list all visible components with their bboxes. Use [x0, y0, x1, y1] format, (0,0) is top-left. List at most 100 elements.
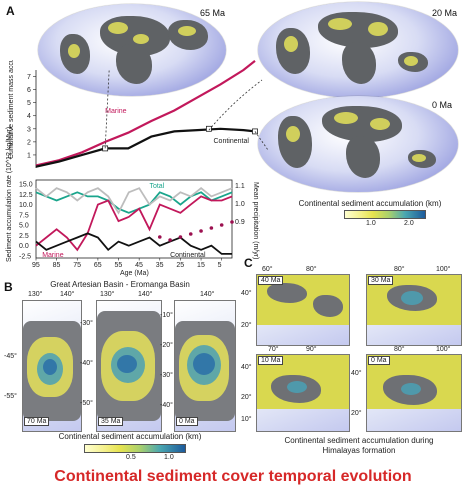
chart2-series-total [35, 191, 233, 214]
panel-b-map1-lon2: 140° [60, 291, 75, 298]
panel-c-map3-lat3: 10° [241, 416, 252, 423]
chart2-precip-dot [157, 235, 162, 239]
chart2-ytick-label: 5.0 [19, 223, 29, 230]
chart2-precip-dot [178, 235, 183, 239]
chart2-ytick-label: 2.5 [19, 233, 29, 240]
panel-b-map-0ma [174, 300, 236, 432]
globe-20ma [258, 2, 458, 98]
panel-b-map3-lat4: -40° [160, 402, 173, 409]
panel-c-map3-lat1: 40° [241, 364, 252, 371]
chart2-series-precip [35, 187, 233, 215]
chart2-precip-dot [209, 226, 214, 230]
panel-b-map2-lat1: -30° [80, 320, 93, 327]
chart2-xtick-label: 75 [73, 262, 81, 269]
panel-a-colorbar [344, 210, 426, 219]
chart2-ytick-label: 0.0 [19, 243, 29, 250]
chart2-xtick-label: 85 [53, 262, 61, 269]
chart2-series-marine [35, 195, 233, 252]
panel-b-map3-lat2: -20° [160, 342, 173, 349]
panel-c-map1-lat1: 40° [241, 290, 252, 297]
panel-b-map1-lon1: 130° [28, 291, 43, 298]
figure-footer-title: Continental sediment cover temporal evol… [54, 468, 412, 485]
globe-0ma [258, 96, 458, 192]
panel-b-map-70ma [22, 300, 82, 432]
panel-b-map2-lat3: -50° [80, 400, 93, 407]
chart1-label-marine: Marine [105, 108, 127, 115]
chart-arrows [104, 69, 269, 151]
panel-a-colorbar-caption: Continental sediment accumulation (km) [298, 199, 442, 208]
panel-c-map3-lon2: 90° [306, 346, 317, 353]
chart2-xtick-label: 15 [197, 262, 205, 269]
chart2-series-continental [35, 232, 232, 255]
panel-c-map3-lon1: 70° [268, 346, 279, 353]
chart2-ytick-right: 1.0 [235, 201, 245, 208]
chart1-ytick-label: 7 [27, 74, 31, 81]
chart2-ylabel: Sediment accumulation rate (10^12 kg/Myr… [6, 127, 13, 262]
panel-b-colorbar-caption: Continental sediment accumulation (km) [58, 432, 202, 441]
chart2-frame [35, 179, 233, 259]
chart2-precip-dot [168, 238, 172, 242]
panel-c-map-0ma [366, 354, 462, 432]
panel-c-map-0ma-tag: 0 Ma [368, 356, 390, 365]
chart2-xlabel: Age (Ma) [120, 270, 149, 277]
chart2-ytick-label: 15.0 [19, 182, 33, 189]
globe-65ma [38, 4, 226, 96]
panel-b-map2-lat2: -40° [80, 360, 93, 367]
panel-c-map-10ma-tag: 10 Ma [258, 356, 284, 365]
panel-c-map2-lon1: 80° [394, 266, 405, 273]
chart2-xtick-label: 95 [32, 262, 40, 269]
panel-c-map-40ma [256, 274, 350, 346]
panel-b-map-35ma-tag: 35 Ma [98, 417, 124, 426]
chart2-xtick-label: 65 [94, 262, 102, 269]
chart1-series-marine [35, 60, 256, 167]
chart2-ytick-label: 10.0 [19, 202, 33, 209]
chart2-xtick-label: 55 [115, 262, 123, 269]
globe-65ma-label: 65 Ma [200, 8, 226, 18]
chart2-ytick-label: 7.5 [19, 212, 29, 219]
panel-b-colorbar [84, 444, 186, 453]
chart2-xtick-label: 25 [176, 262, 184, 269]
panel-c-map-40ma-tag: 40 Ma [258, 276, 284, 285]
chart1-marker [205, 125, 212, 132]
panel-c-caption-2: Himalayas formation [322, 446, 396, 455]
panel-b-map-35ma [96, 300, 162, 432]
panel-c-map4-lon1: 80° [394, 346, 405, 353]
panel-b-map2-lon1: 130° [100, 291, 115, 298]
chart1-ytick-label: 5 [27, 100, 31, 107]
chart2-xtick-label: 35 [156, 262, 164, 269]
panel-c-map-30ma-tag: 30 Ma [368, 276, 394, 285]
chart2-ytick-right: 1.1 [235, 183, 245, 190]
chart2-precip-dot [199, 229, 203, 233]
panel-b-letter: B [4, 280, 13, 294]
panel-c-map3-lat2: 20° [241, 394, 252, 401]
panel-c-map1-lat2: 20° [241, 322, 252, 329]
chart1-ytick-label: 6 [27, 87, 31, 94]
chart1-ytick-label: 1 [27, 152, 31, 159]
panel-b-map1-lat1: -45° [4, 353, 17, 360]
arrow-20ma [208, 79, 263, 131]
panel-c-map4-lat2: 20° [351, 410, 362, 417]
chart2-ylabel-right: Mean precipitation (m/yr) [252, 182, 259, 259]
chart2-ytick-label: 12.5 [19, 192, 33, 199]
panel-c-map-10ma [256, 354, 350, 432]
panel-b-title: Great Artesian Basin - Eromanga Basin [50, 280, 190, 289]
panel-a-letter: A [6, 4, 15, 18]
rate-chart: 15.0 12.5 10.0 7.5 5.0 2.5 0.0 -2.595 85 75 65 55 45… [6, 127, 259, 277]
panel-b-map3-lon1: 140° [200, 291, 215, 298]
panel-c-map1-lon2: 80° [306, 266, 317, 273]
chart2-precip-dot [230, 220, 234, 224]
chart1-ytick-label: 2 [27, 139, 31, 146]
chart2-label-total: Total [149, 183, 164, 190]
chart1-ytick-label: 4 [27, 113, 31, 120]
panel-b-map2-lon2: 140° [138, 291, 153, 298]
chart2-ytick-label: -2.5 [19, 253, 31, 260]
globe-20ma-label: 20 Ma [432, 8, 458, 18]
panel-c-map2-lon2: 100° [436, 266, 451, 273]
chart1-label-continental: Continental [214, 138, 250, 145]
panel-b-map3-lat1: -10° [160, 312, 173, 319]
cumulative-chart: 1 2 3 4 5 6 7 Cumulative sediment mass accumula… [8, 60, 258, 168]
panel-c-caption-1: Continental sediment accumulation during [284, 436, 434, 445]
chart2-precip-dot [219, 223, 224, 227]
panel-c-map1-lon1: 60° [262, 266, 273, 273]
panel-b-colorbar-tick-2: 1.0 [164, 454, 174, 461]
